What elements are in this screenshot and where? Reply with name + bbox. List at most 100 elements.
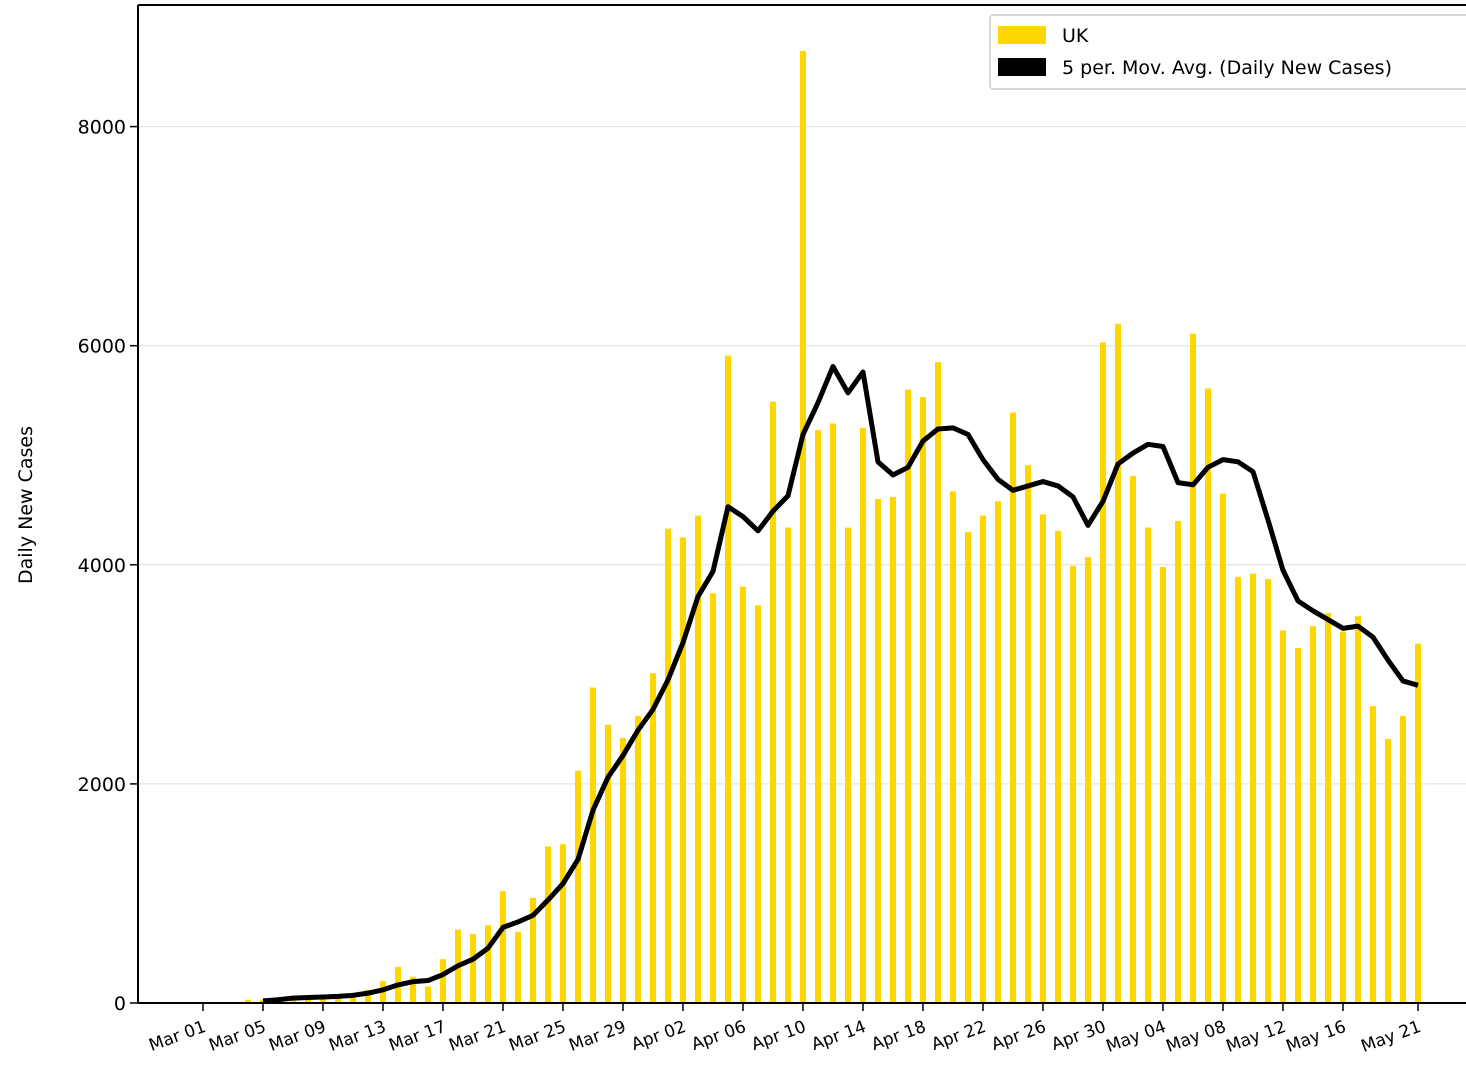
- bar: [830, 423, 836, 1003]
- bar: [1190, 333, 1196, 1003]
- x-tick-label: Apr 06: [689, 1017, 749, 1055]
- bar: [500, 891, 506, 1003]
- y-tick-label: 0: [114, 993, 126, 1015]
- bar: [365, 989, 371, 1003]
- bar: [515, 931, 521, 1003]
- x-tick-label: May 08: [1163, 1017, 1228, 1057]
- bar: [485, 925, 491, 1003]
- bar: [980, 515, 986, 1003]
- bar: [1340, 631, 1346, 1003]
- bar: [260, 999, 266, 1003]
- legend-label: 5 per. Mov. Avg. (Daily New Cases): [1062, 57, 1392, 79]
- x-tick-label: Apr 10: [749, 1017, 809, 1055]
- bar: [770, 401, 776, 1003]
- x-tick-label: Mar 05: [206, 1017, 268, 1056]
- bar: [1130, 476, 1136, 1003]
- bar: [1355, 616, 1361, 1003]
- bar: [695, 515, 701, 1003]
- x-tick-label: Mar 13: [326, 1017, 388, 1056]
- bar: [425, 986, 431, 1003]
- legend: UK 5 per. Mov. Avg. (Daily New Cases): [989, 14, 1466, 90]
- bar: [245, 999, 251, 1003]
- x-tick-label: Mar 25: [506, 1017, 568, 1056]
- x-tick-label: May 04: [1103, 1017, 1168, 1057]
- bar: [1400, 715, 1406, 1003]
- bar: [1370, 706, 1376, 1003]
- bar: [1055, 530, 1061, 1003]
- bar: [350, 994, 356, 1003]
- x-tick-label: Mar 17: [386, 1017, 448, 1056]
- bar: [575, 770, 581, 1003]
- legend-swatch: [998, 58, 1046, 76]
- bar: [1070, 565, 1076, 1003]
- bar: [785, 527, 791, 1003]
- bar: [995, 501, 1001, 1003]
- bar: [1010, 412, 1016, 1004]
- bar: [1310, 626, 1316, 1003]
- bar: [710, 593, 716, 1003]
- bar: [845, 527, 851, 1003]
- bar: [650, 673, 656, 1003]
- bar: [1085, 557, 1091, 1003]
- legend-box: [989, 14, 1466, 90]
- bar: [740, 586, 746, 1003]
- bar: [1280, 630, 1286, 1003]
- x-tick-label: May 12: [1223, 1017, 1288, 1057]
- bar: [875, 499, 881, 1003]
- bar: [335, 995, 341, 1003]
- x-tick-label: Apr 26: [989, 1017, 1049, 1055]
- bar: [680, 537, 686, 1003]
- bar: [920, 397, 926, 1003]
- bar: [905, 389, 911, 1004]
- bar: [320, 997, 326, 1003]
- y-tick-label: 4000: [78, 555, 126, 577]
- bar: [815, 430, 821, 1003]
- bar: [1025, 465, 1031, 1004]
- x-tick-label: Mar 09: [266, 1017, 328, 1056]
- bar: [1220, 493, 1226, 1003]
- bar: [470, 933, 476, 1003]
- bar: [1325, 613, 1331, 1003]
- x-tick-label: Apr 14: [809, 1017, 869, 1055]
- x-tick-label: May 16: [1283, 1017, 1348, 1057]
- x-tick-label: Apr 30: [1049, 1017, 1109, 1055]
- bar: [1205, 388, 1211, 1003]
- bar: [800, 51, 806, 1003]
- x-tick-label: Mar 01: [146, 1017, 208, 1056]
- bar: [1235, 576, 1241, 1003]
- bar: [1100, 342, 1106, 1003]
- bar: [590, 687, 596, 1003]
- bar: [1115, 323, 1121, 1003]
- y-tick-label: 2000: [78, 774, 126, 796]
- x-tick-label: May 21: [1358, 1017, 1423, 1057]
- bar: [965, 531, 971, 1003]
- y-tick-label: 6000: [78, 336, 126, 358]
- moving-average-line: [262, 364, 1419, 1004]
- bar: [605, 724, 611, 1003]
- x-tick-label: Apr 02: [629, 1017, 689, 1055]
- bar: [1415, 643, 1421, 1003]
- x-tick-label: Apr 22: [929, 1017, 989, 1055]
- x-tick-label: Mar 29: [566, 1017, 628, 1056]
- bar: [1295, 648, 1301, 1003]
- bar: [545, 846, 551, 1003]
- bar: [530, 897, 536, 1003]
- bar: [620, 737, 626, 1003]
- legend-label: UK: [1062, 25, 1089, 47]
- bar: [755, 605, 761, 1003]
- bar: [1175, 520, 1181, 1003]
- bar: [1385, 738, 1391, 1003]
- bar: [440, 959, 446, 1003]
- bar: [935, 362, 941, 1003]
- y-tick-label: 8000: [78, 117, 126, 139]
- bar: [1040, 514, 1046, 1003]
- x-tick-label: Apr 18: [869, 1017, 929, 1055]
- bar: [1265, 579, 1271, 1003]
- x-tick-label: Mar 21: [446, 1017, 508, 1056]
- bar: [1250, 573, 1256, 1003]
- bar: [725, 355, 731, 1003]
- bar: [890, 496, 896, 1003]
- bar: [665, 528, 671, 1003]
- bar: [1160, 566, 1166, 1003]
